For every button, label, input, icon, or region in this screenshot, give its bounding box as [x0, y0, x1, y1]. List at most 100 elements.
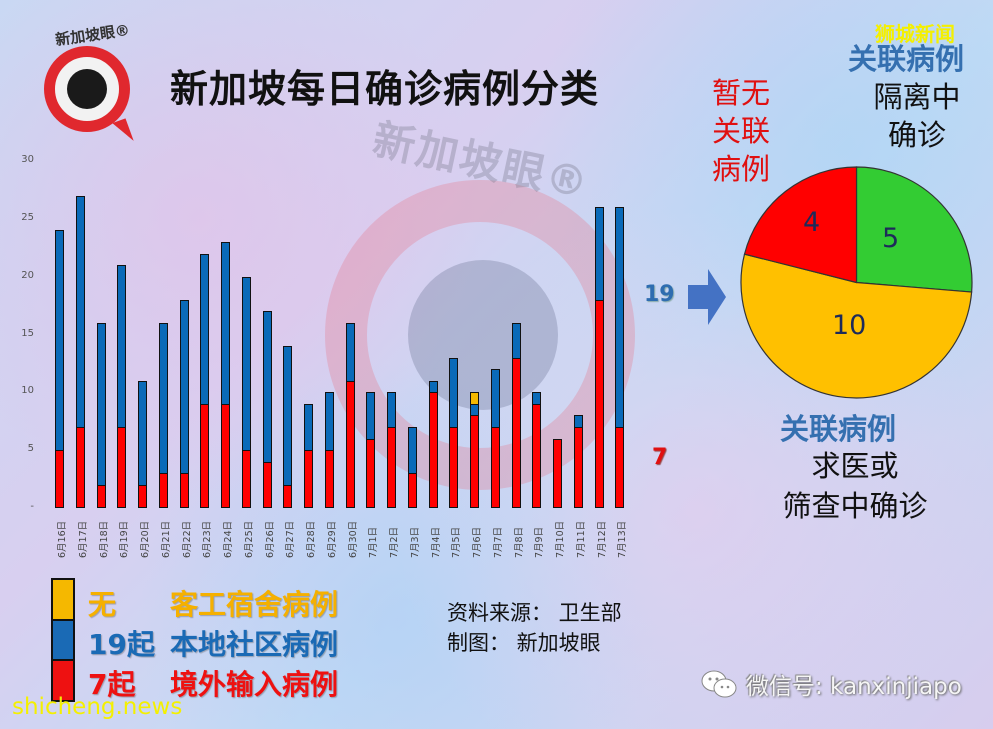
linked-label-bottom: 关联病例: [780, 412, 897, 446]
bar-6月23日: [200, 253, 210, 508]
bar-segment: [221, 241, 230, 404]
x-tick: 7月11日: [575, 520, 587, 558]
bar-7月10日: [553, 438, 562, 508]
wechat-icon: [701, 670, 737, 698]
bar-6月20日: [138, 380, 147, 508]
x-tick: 6月19日: [119, 520, 131, 558]
corner-brand: 狮城新闻: [875, 22, 955, 46]
bar-6月22日: [179, 299, 189, 508]
bar-segment: [387, 392, 396, 428]
bar-segment: [138, 484, 147, 508]
x-tick: 7月12日: [596, 520, 608, 558]
unlinked-label: 暂无 关联 病例: [712, 74, 782, 188]
screening-label: 求医或 筛查中确诊: [760, 446, 950, 526]
eye-icon: [67, 69, 107, 109]
bar-7月1日: [366, 392, 376, 508]
bar-segment: [96, 322, 106, 485]
unlinked-line-2: 关联: [712, 114, 771, 148]
legend-item-community: 19起 本地社区病例: [88, 623, 338, 663]
y-tick: 5: [27, 443, 34, 455]
bar-segment: [553, 438, 562, 508]
bar-7月7日: [490, 369, 500, 508]
logo: [40, 42, 135, 146]
x-tick: 7月7日: [492, 526, 504, 558]
legend-swatch-dormitory: [51, 578, 75, 621]
pie-value-yellow: 10: [832, 310, 867, 341]
wechat-id: 微信号: kanxinjiapo: [700, 667, 962, 701]
y-tick: 20: [21, 269, 34, 281]
bar-segment: [449, 357, 459, 428]
legend-count: 7起: [88, 668, 136, 701]
legend-item-dormitory: 无 客工宿舍病例: [88, 583, 338, 623]
legend-count: 19起: [88, 628, 155, 661]
bar-6月30日: [345, 322, 355, 508]
x-tick: 6月26日: [264, 520, 276, 558]
isolation-line-1: 隔离中: [873, 80, 961, 114]
bar-segment: [594, 207, 604, 300]
bar-6月18日: [96, 322, 106, 508]
bar-segment: [345, 380, 355, 508]
x-tick: 6月20日: [140, 520, 151, 558]
legend-item-imported: 7起 境外输入病例: [88, 663, 338, 703]
x-tick: 6月27日: [285, 520, 297, 558]
bar-segment: [532, 392, 542, 404]
y-tick: 30: [21, 154, 34, 165]
screening-line-1: 求医或: [811, 449, 899, 483]
bar-7月12日: [594, 207, 604, 508]
bar-segment: [75, 195, 85, 428]
bar-segment: [470, 415, 479, 508]
pie-chart: [740, 166, 973, 399]
logo-tail-icon: [112, 118, 134, 146]
source-text: 资料来源： 卫生部: [447, 601, 622, 625]
page-title: 新加坡每日确诊病例分类: [170, 67, 600, 111]
bar-segment: [241, 450, 251, 508]
bar-segment: [366, 438, 376, 508]
source-credit: 资料来源： 卫生部 制图： 新加坡眼: [447, 598, 622, 658]
pie-slice: [743, 166, 858, 284]
x-tick: 6月16日: [57, 520, 68, 558]
legend-label: 本地社区病例: [170, 628, 339, 661]
x-tick: 7月13日: [617, 520, 629, 558]
bar-7月4日: [428, 380, 438, 508]
bar-segment: [200, 253, 210, 404]
x-tick: 6月17日: [77, 520, 89, 558]
x-tick: 7月4日: [430, 526, 442, 558]
x-tick: 7月10日: [555, 520, 566, 558]
linked-label-top: 关联病例: [848, 42, 965, 76]
bar-segment: [283, 484, 293, 508]
bar-segment: [117, 265, 127, 428]
x-tick: 6月28日: [306, 520, 317, 558]
bar-segment: [366, 392, 376, 439]
bar-6月27日: [283, 346, 293, 508]
bar-segment: [594, 299, 604, 508]
bar-7月2日: [387, 392, 396, 508]
unlinked-line-3: 病例: [712, 152, 771, 186]
bar-segment: [262, 461, 272, 508]
bar-segment: [407, 427, 417, 474]
x-tick: 6月30日: [347, 520, 359, 558]
unlinked-line-1: 暂无: [712, 76, 771, 110]
bar-6月29日: [324, 392, 334, 508]
x-tick: 7月2日: [389, 526, 400, 558]
y-tick: 15: [21, 327, 34, 339]
pie-value-red: 4: [803, 207, 821, 238]
bar-6月25日: [241, 276, 251, 508]
bar-segment: [221, 403, 230, 508]
x-tick: 6月18日: [98, 520, 110, 558]
x-tick: 7月5日: [451, 526, 463, 558]
legend-label: 客工宿舍病例: [170, 588, 339, 621]
bar-7月6日: [470, 392, 479, 508]
bar-7月11日: [573, 415, 583, 508]
bar-segment: [615, 427, 625, 508]
bar-6月16日: [55, 230, 64, 508]
bar-segment: [179, 473, 189, 508]
x-tick: 6月25日: [243, 520, 255, 558]
bar-segment: [200, 403, 210, 508]
bar-segment: [55, 230, 64, 451]
pie-slice: [740, 253, 973, 399]
isolation-label: 隔离中 确诊: [862, 78, 972, 154]
legend-label: 境外输入病例: [170, 668, 339, 701]
bar-7月9日: [532, 392, 542, 508]
bar-segment: [304, 403, 313, 451]
bar-segment: [428, 392, 438, 508]
